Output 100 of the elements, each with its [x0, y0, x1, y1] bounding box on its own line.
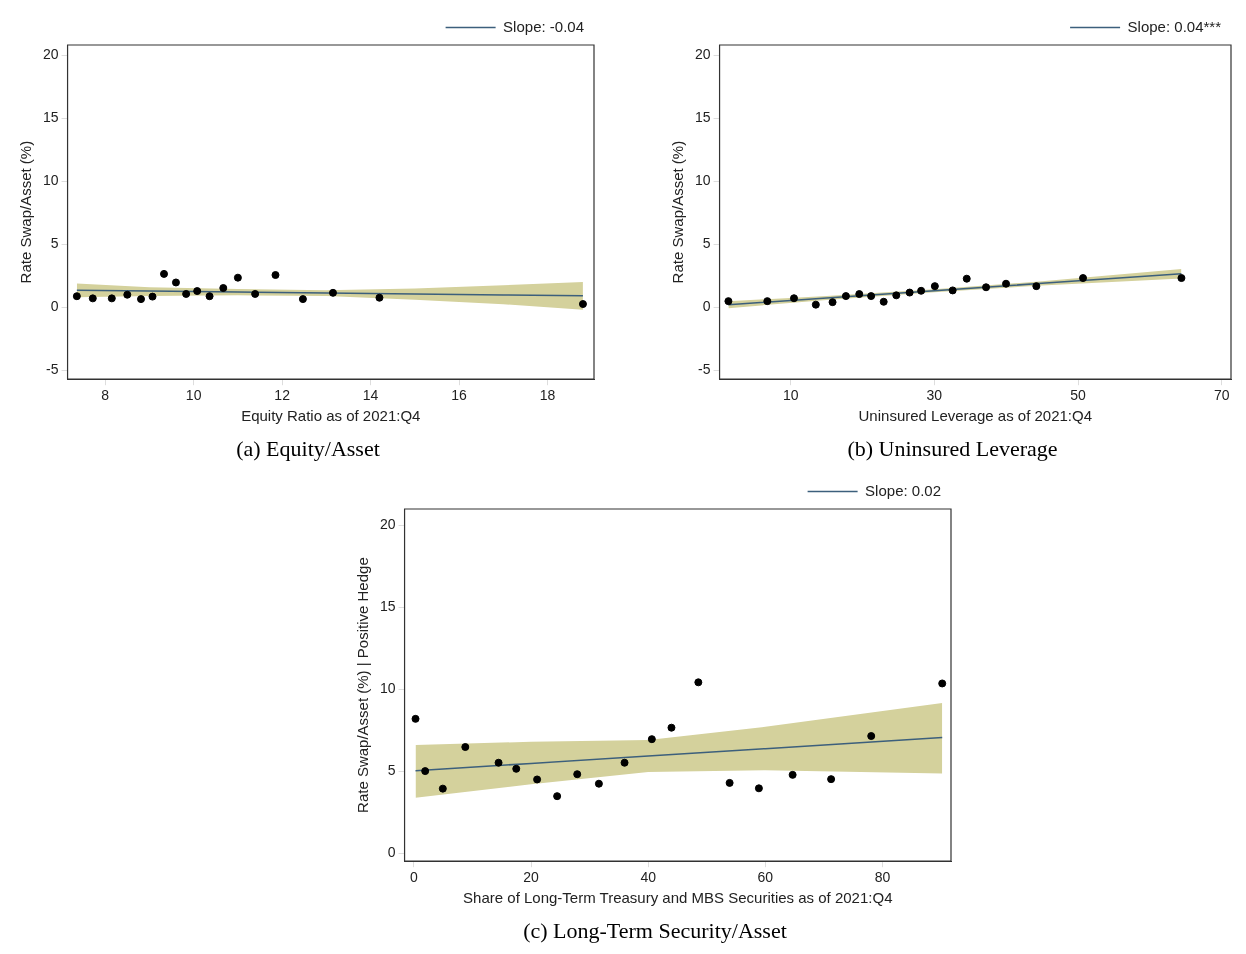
point: [271, 271, 280, 280]
point: [788, 770, 797, 779]
point: [905, 288, 914, 297]
text: (c) Long-Term Security/Asset: [522, 918, 788, 944]
x-tick-label: 40: [640, 869, 657, 886]
point: [594, 779, 603, 788]
point: [948, 286, 957, 295]
point: [1032, 282, 1041, 291]
point: [827, 775, 836, 784]
point: [930, 282, 939, 291]
y-axis-title: Rate Swap/Asset (%) | Positive Hedge: [354, 557, 372, 813]
point: [1079, 274, 1088, 283]
point: [917, 286, 926, 295]
point: [219, 284, 228, 293]
x-tick-label: 0: [410, 869, 419, 886]
y-tick-label: 20: [42, 45, 59, 62]
y-tick-label: -5: [46, 361, 59, 378]
point: [205, 292, 214, 301]
point: [494, 758, 503, 767]
point: [578, 300, 587, 309]
point: [724, 297, 733, 306]
x-tick-label: 12: [274, 387, 291, 404]
point: [573, 770, 582, 779]
point: [553, 792, 562, 801]
y-tick-label: 5: [387, 761, 396, 778]
x-tick-label: 30: [926, 387, 943, 404]
point: [148, 292, 157, 301]
point: [233, 273, 242, 282]
x-tick-label: 60: [757, 869, 774, 886]
point: [1177, 274, 1186, 283]
point: [107, 294, 116, 303]
point: [841, 292, 850, 301]
y-tick-label: 0: [702, 298, 711, 315]
point: [938, 679, 947, 688]
point: [982, 283, 991, 292]
point: [725, 778, 734, 787]
point: [72, 292, 81, 301]
y-tick-label: 0: [50, 298, 59, 315]
point: [879, 297, 888, 306]
point: [182, 289, 191, 298]
point: [855, 290, 864, 299]
y-tick-label: 5: [50, 235, 59, 252]
y-tick-label: 10: [694, 172, 711, 189]
point: [137, 295, 146, 304]
point: [88, 294, 97, 303]
x-axis-title: Share of Long-Term Treasury and MBS Securities as of 2021:Q4: [463, 889, 893, 907]
point: [375, 293, 384, 302]
point: [329, 288, 337, 297]
y-tick-label: -5: [698, 361, 711, 378]
x-tick-label: 16: [451, 387, 468, 404]
y-tick-label: 10: [379, 680, 396, 697]
point: [892, 291, 901, 300]
x-axis-title: Equity Ratio as of 2021:Q4: [241, 407, 421, 425]
point: [512, 764, 521, 773]
legend-label: Slope: 0.04***: [1127, 17, 1222, 35]
y-tick-label: 20: [379, 516, 396, 533]
x-axis-title: Uninsured Leverage as of 2021:Q4: [858, 407, 1093, 425]
y-tick-label: 5: [702, 235, 711, 252]
x-tick-label: 20: [523, 869, 540, 886]
point: [193, 287, 202, 296]
point: [421, 767, 430, 776]
point: [667, 723, 676, 732]
y-tick-label: 15: [42, 109, 59, 126]
x-tick-label: 10: [782, 387, 799, 404]
point: [811, 300, 820, 309]
y-tick-label: 0: [387, 843, 396, 860]
y-axis-title: Rate Swap/Asset (%): [669, 140, 687, 284]
y-tick-label: 10: [42, 172, 59, 189]
point: [123, 290, 132, 299]
point: [867, 292, 876, 301]
x-tick-label: 18: [539, 387, 556, 404]
y-axis-title: Rate Swap/Asset (%): [17, 140, 35, 284]
point: [828, 298, 837, 307]
text: (a) Equity/Asset: [235, 436, 381, 462]
x-tick-label: 14: [362, 387, 379, 404]
point: [533, 775, 542, 784]
point: [1002, 279, 1011, 288]
legend-label: Slope: 0.02: [865, 481, 942, 499]
point: [461, 743, 470, 752]
y-tick-label: 15: [694, 109, 711, 126]
point: [694, 678, 703, 687]
point: [754, 784, 763, 793]
text: (b) Uninsured Leverage: [846, 436, 1059, 462]
x-tick-label: 10: [185, 387, 202, 404]
legend-label: Slope: -0.04: [503, 17, 584, 35]
point: [160, 269, 169, 278]
point: [763, 297, 772, 306]
point: [438, 784, 447, 793]
y-tick-label: 20: [694, 45, 711, 62]
point: [171, 278, 180, 287]
point: [789, 294, 798, 303]
point: [620, 758, 629, 767]
point: [251, 289, 260, 298]
x-tick-label: 80: [874, 869, 891, 886]
point: [298, 295, 307, 304]
point: [647, 735, 656, 744]
point: [867, 732, 876, 741]
x-tick-label: 70: [1213, 387, 1230, 404]
point: [411, 714, 420, 723]
x-tick-label: 50: [1070, 387, 1086, 404]
